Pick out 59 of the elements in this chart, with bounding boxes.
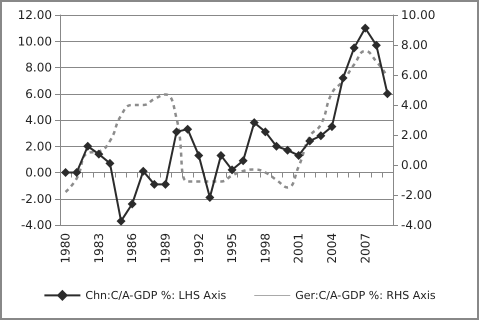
y-tick-label: 10.00 <box>18 34 52 48</box>
point <box>83 142 92 151</box>
x-tick-label: 1989 <box>158 233 172 264</box>
x-tick-label: 1983 <box>92 233 106 264</box>
point <box>238 156 248 166</box>
point <box>216 150 226 160</box>
x-tick-label: 2004 <box>324 233 339 264</box>
point <box>294 150 304 160</box>
point <box>338 74 348 82</box>
point <box>228 165 237 174</box>
x-tick-label: 1980 <box>58 233 73 264</box>
point <box>372 40 381 50</box>
point <box>105 158 114 168</box>
y2-tick-label: 4.00 <box>401 98 428 112</box>
point <box>160 180 170 189</box>
line-series <box>64 50 389 194</box>
point <box>327 122 336 132</box>
point <box>150 180 159 189</box>
y-tick-label: 4.00 <box>25 113 52 127</box>
point <box>350 43 359 52</box>
point <box>138 166 148 176</box>
y2-tick-label: 6.00 <box>401 68 428 82</box>
x-tick-label: 2001 <box>292 233 306 264</box>
x-tick-label: 1992 <box>192 233 206 264</box>
y2-tick-label: -2.00 <box>401 188 432 202</box>
point <box>205 192 214 202</box>
y-tick-label: 2.00 <box>25 139 52 154</box>
x-tick-label: 1986 <box>125 233 140 264</box>
point <box>316 131 326 140</box>
point <box>94 150 104 159</box>
point <box>250 118 259 128</box>
y-tick-label: 0.00 <box>25 166 52 180</box>
y2-tick-label: 8.00 <box>401 38 428 52</box>
x-tick-label: 2007 <box>358 233 372 264</box>
x-tick-label: 1995 <box>225 233 240 264</box>
point <box>116 216 126 226</box>
y-tick-label: -2.00 <box>20 192 52 206</box>
x-tick-label: 1998 <box>258 233 272 264</box>
legend-label: Ger:C/A-GDP %: RHS Axis <box>295 288 436 302</box>
point <box>172 127 182 136</box>
point <box>260 127 270 136</box>
y2-tick-label: -4.00 <box>401 218 432 232</box>
point <box>272 142 281 151</box>
y-tick-label: 6.00 <box>25 86 52 101</box>
point <box>360 24 370 33</box>
y2-tick-label: 2.00 <box>401 128 428 142</box>
point <box>283 146 292 155</box>
legend-label: Chn:C/A-GDP %: LHS Axis <box>85 288 227 302</box>
point <box>72 168 82 177</box>
y2-tick-label: 10.00 <box>401 8 436 22</box>
y-tick-label: 8.00 <box>25 60 52 74</box>
point <box>305 136 314 146</box>
y-tick-label: -4.00 <box>20 218 52 232</box>
point <box>183 124 192 134</box>
point <box>382 89 392 98</box>
y-tick-label: 12.00 <box>18 8 52 22</box>
point <box>194 150 204 160</box>
y2-tick-label: 0.00 <box>401 158 428 172</box>
point <box>128 200 137 208</box>
